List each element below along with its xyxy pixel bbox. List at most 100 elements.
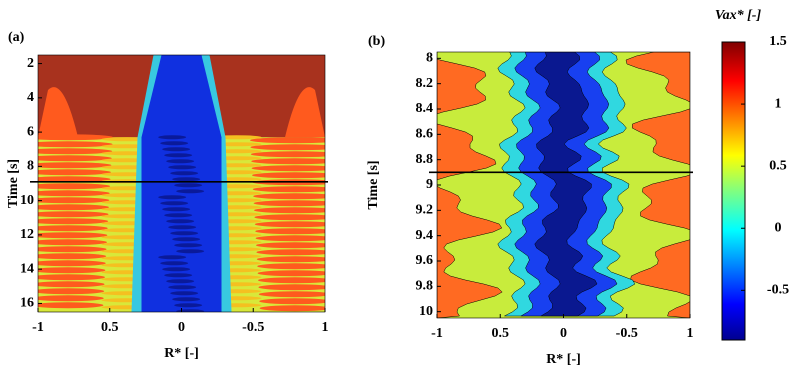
x-tick-label: 0 <box>178 320 185 335</box>
contour-field <box>166 219 195 224</box>
contour-field <box>158 255 187 260</box>
contour-field <box>176 189 205 194</box>
contour-field <box>257 270 325 277</box>
contour-field <box>253 193 325 200</box>
colorbar <box>721 41 746 341</box>
contour-field <box>38 239 107 246</box>
contour-field <box>162 147 191 152</box>
contour-field <box>251 165 325 172</box>
panel-label: (a) <box>8 30 25 45</box>
y-tick-label: 12 <box>20 227 34 242</box>
contour-field <box>38 148 113 155</box>
contour-field <box>162 267 191 272</box>
x-tick-label: 0.5 <box>492 326 510 341</box>
contour-field <box>257 263 325 270</box>
contour-plot <box>38 55 325 312</box>
y-tick-label: 8.2 <box>416 76 434 91</box>
contour-field <box>258 291 325 298</box>
y-tick-label: 16 <box>20 296 34 311</box>
contour-field <box>38 190 110 197</box>
contour-field <box>164 213 193 218</box>
contour-field <box>259 298 325 305</box>
y-tick-label: 9.4 <box>416 228 434 243</box>
contour-field <box>158 135 187 140</box>
contour-field <box>254 221 325 228</box>
x-axis-label: R* [-] <box>546 352 581 367</box>
y-tick-label: 8.8 <box>416 152 434 167</box>
contour-field <box>38 87 78 138</box>
contour-field <box>285 87 325 138</box>
colorbar-tick-label: 0.5 <box>769 158 787 173</box>
contour-field <box>256 256 325 263</box>
contour-field <box>170 231 199 236</box>
contour-field <box>38 176 111 183</box>
y-tick-label: 14 <box>20 261 34 276</box>
contour-field <box>252 186 325 193</box>
contour-field <box>250 151 325 158</box>
contour-field <box>38 197 110 204</box>
contour-field <box>160 141 189 146</box>
x-tick-label: 0 <box>560 326 567 341</box>
contour-field <box>38 267 106 274</box>
contour-field <box>164 273 193 278</box>
contour-field <box>38 211 109 218</box>
contour-field <box>168 165 197 170</box>
contour-field <box>162 207 191 212</box>
contour-field <box>534 52 598 317</box>
contour-field <box>38 274 105 281</box>
x-tick-label: -1 <box>32 320 44 335</box>
contour-field <box>38 281 105 288</box>
contour-field <box>174 243 203 248</box>
contour-field <box>38 302 104 309</box>
contour-field <box>625 52 690 318</box>
y-tick-label: 8.4 <box>416 101 434 116</box>
x-tick-label: 0.5 <box>101 320 119 335</box>
contour-field <box>437 52 503 318</box>
y-tick-label: 2 <box>27 56 34 71</box>
contour-field <box>176 249 205 254</box>
y-tick-label: 8 <box>27 159 34 174</box>
contour-field <box>256 242 325 249</box>
contour-field <box>38 183 111 190</box>
contour-field <box>38 288 105 295</box>
y-tick-label: 8 <box>426 51 433 66</box>
contour-field <box>172 297 201 302</box>
contour-field <box>172 177 201 182</box>
colorbar-tick-label: 1.5 <box>769 34 787 49</box>
colorbar-tick-label: 1 <box>775 96 782 111</box>
contour-field <box>176 309 205 312</box>
contour-field <box>254 207 325 214</box>
contour-field <box>38 155 112 162</box>
contour-field <box>253 200 325 207</box>
y-tick-label: 10 <box>419 304 433 319</box>
contour-field <box>256 249 325 256</box>
contour-field <box>38 260 106 267</box>
y-tick-label: 8.6 <box>416 127 434 142</box>
contour-field <box>174 183 203 188</box>
contour-field <box>170 291 199 296</box>
x-tick-label: 1 <box>687 326 694 341</box>
x-tick-label: 1 <box>322 320 329 335</box>
y-tick-label: 9.2 <box>416 203 434 218</box>
contour-field <box>38 162 112 169</box>
contour-field <box>251 158 325 165</box>
contour-field <box>255 228 325 235</box>
contour-field <box>38 225 108 232</box>
contour-field <box>258 277 325 284</box>
y-tick-label: 9 <box>426 177 433 192</box>
contour-field <box>258 284 325 291</box>
x-tick-label: -0.5 <box>616 326 638 341</box>
contour-field <box>38 232 108 239</box>
contour-field <box>38 169 111 176</box>
contour-field <box>38 218 109 225</box>
contour-field <box>38 141 113 148</box>
x-tick-label: -1 <box>431 326 443 341</box>
contour-field <box>38 204 109 211</box>
contour-field <box>38 295 104 302</box>
contour-field <box>250 137 325 144</box>
y-tick-label: 10 <box>20 193 34 208</box>
contour-field <box>255 235 325 242</box>
y-tick-label: 9.8 <box>416 279 434 294</box>
contour-field <box>170 171 199 176</box>
